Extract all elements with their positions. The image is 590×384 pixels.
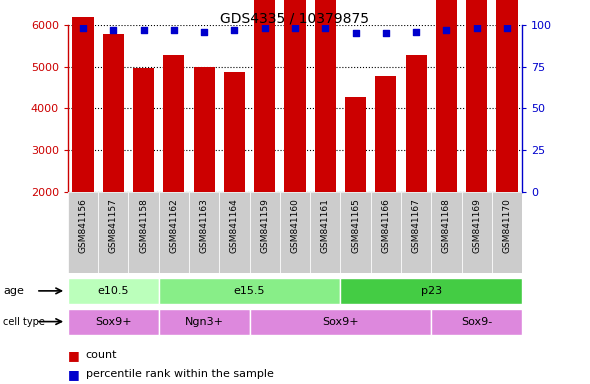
FancyBboxPatch shape xyxy=(68,192,98,273)
Text: GSM841161: GSM841161 xyxy=(321,199,330,253)
FancyBboxPatch shape xyxy=(159,309,250,334)
Text: percentile rank within the sample: percentile rank within the sample xyxy=(86,369,273,379)
FancyBboxPatch shape xyxy=(492,192,522,273)
Text: cell type: cell type xyxy=(3,316,45,327)
Bar xyxy=(496,0,517,192)
Point xyxy=(290,25,300,31)
Text: GSM841169: GSM841169 xyxy=(472,199,481,253)
FancyBboxPatch shape xyxy=(371,192,401,273)
Bar xyxy=(314,0,336,192)
Bar xyxy=(405,55,427,192)
Bar xyxy=(133,68,154,192)
Text: ■: ■ xyxy=(68,349,80,362)
Text: GSM841156: GSM841156 xyxy=(78,199,87,253)
Bar xyxy=(73,17,94,192)
Text: p23: p23 xyxy=(421,286,442,296)
FancyBboxPatch shape xyxy=(68,278,159,304)
FancyBboxPatch shape xyxy=(340,278,522,304)
Text: Sox9+: Sox9+ xyxy=(95,316,132,327)
FancyBboxPatch shape xyxy=(159,278,340,304)
Point xyxy=(502,25,512,31)
Bar xyxy=(254,0,276,192)
Text: GSM841165: GSM841165 xyxy=(351,199,360,253)
Text: GSM841164: GSM841164 xyxy=(230,199,239,253)
FancyBboxPatch shape xyxy=(250,192,280,273)
Point xyxy=(260,25,270,31)
Point xyxy=(472,25,481,31)
FancyBboxPatch shape xyxy=(129,192,159,273)
Text: GSM841162: GSM841162 xyxy=(169,199,178,253)
Bar xyxy=(163,55,185,192)
Text: GSM841167: GSM841167 xyxy=(412,199,421,253)
Text: Ngn3+: Ngn3+ xyxy=(185,316,224,327)
Text: e15.5: e15.5 xyxy=(234,286,266,296)
FancyBboxPatch shape xyxy=(219,192,250,273)
Point xyxy=(169,27,179,33)
Point xyxy=(199,28,209,35)
Bar xyxy=(436,0,457,192)
FancyBboxPatch shape xyxy=(310,192,340,273)
Text: e10.5: e10.5 xyxy=(97,286,129,296)
Point xyxy=(411,28,421,35)
FancyBboxPatch shape xyxy=(159,192,189,273)
Text: GSM841159: GSM841159 xyxy=(260,199,269,253)
Point xyxy=(78,25,88,31)
Text: count: count xyxy=(86,350,117,360)
Text: GSM841158: GSM841158 xyxy=(139,199,148,253)
Text: GSM841163: GSM841163 xyxy=(199,199,209,253)
Bar xyxy=(466,0,487,192)
FancyBboxPatch shape xyxy=(431,192,461,273)
FancyBboxPatch shape xyxy=(461,192,492,273)
Text: Sox9+: Sox9+ xyxy=(322,316,359,327)
FancyBboxPatch shape xyxy=(189,192,219,273)
Bar xyxy=(284,0,306,192)
Text: age: age xyxy=(3,286,24,296)
FancyBboxPatch shape xyxy=(401,192,431,273)
Bar xyxy=(375,76,396,192)
Bar xyxy=(103,34,124,192)
Point xyxy=(351,30,360,36)
Bar xyxy=(345,97,366,192)
FancyBboxPatch shape xyxy=(250,309,431,334)
Text: GSM841166: GSM841166 xyxy=(381,199,391,253)
Text: GDS4335 / 10379875: GDS4335 / 10379875 xyxy=(221,12,369,25)
FancyBboxPatch shape xyxy=(98,192,129,273)
Point xyxy=(381,30,391,36)
Text: GSM841170: GSM841170 xyxy=(503,199,512,253)
FancyBboxPatch shape xyxy=(340,192,371,273)
Point xyxy=(230,27,239,33)
Point xyxy=(442,27,451,33)
Point xyxy=(139,27,148,33)
Bar xyxy=(224,72,245,192)
Bar xyxy=(194,67,215,192)
FancyBboxPatch shape xyxy=(280,192,310,273)
Text: Sox9-: Sox9- xyxy=(461,316,492,327)
Text: GSM841157: GSM841157 xyxy=(109,199,118,253)
FancyBboxPatch shape xyxy=(68,309,159,334)
Text: GSM841160: GSM841160 xyxy=(290,199,300,253)
Text: GSM841168: GSM841168 xyxy=(442,199,451,253)
Point xyxy=(109,27,118,33)
Text: ■: ■ xyxy=(68,368,80,381)
FancyBboxPatch shape xyxy=(431,309,522,334)
Point xyxy=(320,25,330,31)
